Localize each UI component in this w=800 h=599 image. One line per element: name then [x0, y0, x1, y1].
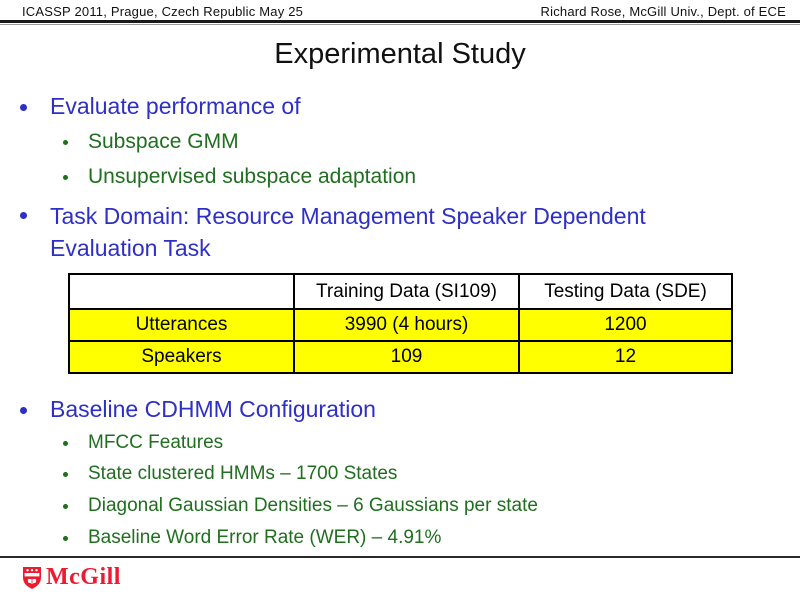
header-rule-shadow: [0, 24, 800, 25]
bullet-dot: [63, 472, 68, 477]
table-header-training: Training Data (SI109): [293, 273, 520, 310]
bullet-state-clustered-hmms: State clustered HMMs – 1700 States: [88, 463, 398, 484]
experiment-data-table: Training Data (SI109) Testing Data (SDE)…: [68, 273, 733, 374]
table-cell-utterances-testing: 1200: [518, 308, 733, 342]
bullet-dot: [63, 536, 68, 541]
header-author-info: Richard Rose, McGill Univ., Dept. of ECE: [540, 4, 786, 19]
bullet-subspace-gmm: Subspace GMM: [88, 130, 239, 153]
bullet-dot: [20, 104, 27, 111]
table-cell-speakers-training: 109: [293, 340, 520, 374]
table-cell-utterances-label: Utterances: [68, 308, 295, 342]
bullet-evaluate-performance: Evaluate performance of: [50, 93, 301, 119]
mcgill-shield-icon: [22, 566, 42, 590]
header-conference-info: ICASSP 2011, Prague, Czech Republic May …: [22, 4, 304, 19]
page-title: Experimental Study: [274, 38, 526, 70]
bullet-mfcc-features: MFCC Features: [88, 432, 224, 453]
table-header-row: Training Data (SI109) Testing Data (SDE): [68, 273, 733, 310]
bullet-unsupervised-adaptation: Unsupervised subspace adaptation: [88, 165, 417, 188]
table-header-testing: Testing Data (SDE): [518, 273, 733, 310]
table-row: Speakers 109 12: [68, 340, 733, 374]
bullet-dot: [63, 140, 68, 145]
table-row: Utterances 3990 (4 hours) 1200: [68, 308, 733, 342]
table-cell-utterances-training: 3990 (4 hours): [293, 308, 520, 342]
footer-rule: [0, 556, 800, 558]
bullet-baseline-cdhmm: Baseline CDHMM Configuration: [50, 396, 376, 422]
bullet-dot: [63, 441, 68, 446]
mcgill-wordmark: McGill: [46, 564, 121, 590]
table-cell-speakers-label: Speakers: [68, 340, 295, 374]
table-header-empty: [68, 273, 295, 310]
bullet-dot: [20, 212, 27, 219]
bullet-dot: [63, 175, 68, 180]
bullet-baseline-wer: Baseline Word Error Rate (WER) – 4.91%: [88, 527, 442, 548]
mcgill-logo: McGill: [22, 564, 121, 591]
bullet-diagonal-gaussian: Diagonal Gaussian Densities – 6 Gaussian…: [88, 495, 538, 516]
bullet-task-domain: Task Domain: Resource Management Speaker…: [50, 203, 646, 261]
table-cell-speakers-testing: 12: [518, 340, 733, 374]
bullet-dot: [20, 407, 27, 414]
bullet-dot: [63, 504, 68, 509]
header-rule: [0, 20, 800, 23]
